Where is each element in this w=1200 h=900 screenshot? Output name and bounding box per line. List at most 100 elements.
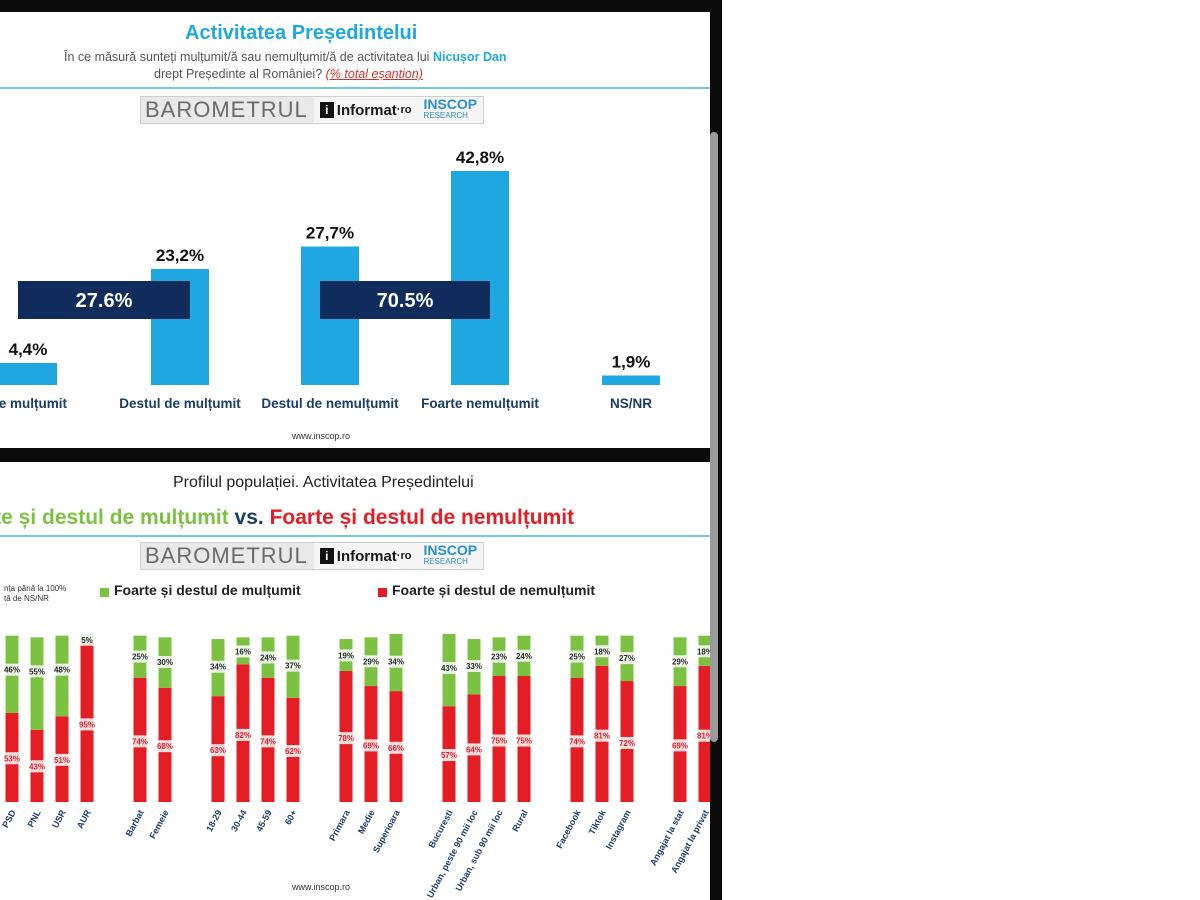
label-red-3: 95%	[79, 720, 95, 729]
category-label-16: Rural	[510, 808, 530, 833]
label-bg-green-7	[233, 645, 253, 658]
label-red-18: 81%	[594, 732, 610, 741]
slide-profile-chart: Profilul populației. Activitatea Președi…	[0, 462, 710, 900]
label-bg-green-21	[695, 645, 710, 658]
question-name: Nicușor Dan	[432, 50, 507, 64]
category-label-2: Destul de nemulțumit	[261, 396, 399, 411]
label-red-20: 69%	[672, 741, 688, 750]
label-green-10: 19%	[338, 651, 354, 660]
label-green-3: 5%	[81, 636, 93, 645]
label-bg-green-4	[130, 650, 150, 663]
label-green-9: 37%	[285, 662, 301, 671]
question-text-2: drept Președinte al României?	[154, 67, 323, 81]
category-label-3: Foarte nemulțumit	[421, 396, 539, 411]
chart-question: În ce măsură sunteți mulțumit/ă sau nemu…	[64, 49, 644, 83]
category-label-0: PSD	[0, 808, 18, 829]
label-green-15: 23%	[491, 653, 507, 662]
label-red-12: 66%	[388, 744, 404, 753]
label-red-1: 43%	[29, 762, 45, 771]
label-red-4: 74%	[132, 737, 148, 746]
category-label-10: Primara	[327, 807, 352, 842]
stacked-bar-chart: 53% 46% PSD 43% 55% PNL 51% 48% USR 95% 5% AUR 74% 25…	[0, 633, 710, 900]
label-bg-green-12	[386, 655, 406, 668]
source-url: www.inscop.ro	[292, 882, 351, 892]
label-bg-red-1	[27, 760, 47, 773]
label-bg-red-7	[233, 728, 253, 741]
label-green-11: 29%	[363, 657, 379, 666]
label-bg-green-17	[567, 650, 587, 663]
category-label-19: Instagram	[604, 808, 633, 851]
label-red-17: 74%	[569, 737, 585, 746]
empty-area	[722, 0, 1200, 900]
informat-icon: i	[319, 102, 334, 118]
header-divider	[0, 535, 710, 537]
barometru-logo: BAROMETRUL i Informat ·ro INSCOP RESEARCH	[140, 96, 485, 124]
label-bg-red-18	[592, 729, 612, 742]
category-label-2: USR	[50, 808, 68, 830]
profile-headline: rte și destul de mulțumit vs. Foarte și …	[0, 506, 575, 529]
label-bg-green-1	[27, 665, 47, 678]
label-bg-red-9	[283, 745, 303, 758]
question-text: În ce măsură sunteți mulțumit/ă sau nemu…	[64, 50, 430, 64]
category-label-1: PNL	[25, 808, 43, 829]
label-green-8: 24%	[260, 654, 276, 663]
question-note: (% total eșantion)	[325, 67, 423, 81]
legend-red-swatch	[378, 588, 387, 597]
scrollbar[interactable]	[710, 132, 718, 742]
label-red-7: 82%	[235, 731, 251, 740]
label-red-19: 72%	[619, 739, 635, 748]
slide-activity-chart: Activitatea Președintelui În ce măsură s…	[0, 12, 710, 448]
label-bg-red-15	[489, 734, 509, 747]
label-bg-red-20	[670, 739, 690, 752]
label-bg-green-9	[283, 659, 303, 672]
category-label-4: Barbat	[124, 808, 146, 838]
label-bg-red-5	[155, 740, 175, 753]
label-bg-red-16	[514, 734, 534, 747]
label-bg-green-3	[77, 633, 97, 646]
barometru-logo: BAROMETRUL i Informat ·ro INSCOP RESEARCH	[140, 542, 485, 570]
label-bg-red-0	[2, 752, 22, 765]
label-green-1: 55%	[29, 667, 45, 676]
bar-4	[602, 375, 660, 385]
profile-title: Profilul populației. Activitatea Președi…	[173, 474, 474, 491]
group-label-0: 27.6%	[76, 290, 133, 312]
label-red-10: 78%	[338, 734, 354, 743]
category-label-15: Urban, sub 90 mii loc	[453, 808, 504, 893]
label-green-7: 16%	[235, 647, 251, 656]
label-bg-red-10	[336, 732, 356, 745]
value-label-0: 4,4%	[9, 340, 48, 359]
label-bg-green-11	[361, 655, 381, 668]
label-bg-red-13	[439, 749, 459, 762]
category-label-17: Facebook	[554, 807, 583, 850]
category-label-9: 60+	[283, 808, 299, 826]
label-bg-red-14	[464, 743, 484, 756]
category-label-6: 18-29	[204, 808, 224, 833]
label-bg-green-10	[336, 649, 356, 662]
category-label-1: Destul de mulțumit	[119, 396, 241, 411]
value-label-2: 27,7%	[306, 224, 354, 243]
category-label-5: Femeie	[147, 808, 170, 840]
category-label-7: 30-44	[229, 808, 249, 833]
bar-3	[451, 171, 509, 385]
label-red-2: 51%	[54, 756, 70, 765]
group-label-1: 70.5%	[377, 290, 434, 312]
label-red-14: 64%	[466, 745, 482, 754]
label-bg-red-4	[130, 735, 150, 748]
group-bracket-0	[18, 281, 190, 319]
label-bg-green-14	[464, 659, 484, 672]
label-red-13: 57%	[441, 751, 457, 760]
label-red-6: 63%	[210, 746, 226, 755]
bar-0	[0, 363, 57, 385]
chart-title: Activitatea Președintelui	[185, 22, 418, 44]
label-red-11: 69%	[363, 741, 379, 750]
main-bar-chart: 4,4% rte mulțumit 23,2% Destul de mulțumit 2…	[0, 148, 660, 411]
category-label-0: rte mulțumit	[0, 396, 67, 411]
label-red-21: 81%	[697, 732, 710, 741]
label-bg-green-13	[439, 662, 459, 674]
bar-green-1	[30, 637, 44, 730]
label-bg-green-16	[514, 649, 534, 662]
label-bg-green-19	[617, 652, 637, 665]
label-green-17: 25%	[569, 653, 585, 662]
label-bg-green-0	[2, 663, 22, 676]
label-red-8: 74%	[260, 737, 276, 746]
